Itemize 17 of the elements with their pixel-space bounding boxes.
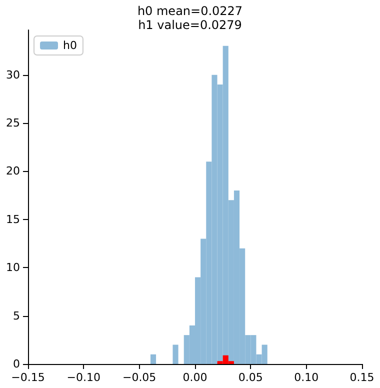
y-tick-label: 20 [6,164,20,178]
chart-title: h0 mean=0.0227 [137,4,243,18]
y-tick-label: 25 [6,116,20,130]
y-tick-label: 10 [6,261,20,274]
x-tick-label: 0.15 [350,371,374,384]
y-tick-label: 5 [13,309,20,322]
chart-subtitle: h1 value=0.0279 [138,18,242,32]
y-tick-label: 30 [6,68,20,82]
legend-label: h0 [63,39,77,52]
y-tick-label: 15 [6,212,20,226]
x-tick-label: 0.05 [238,371,263,384]
x-tick-label: 0.00 [182,371,208,384]
y-tick-label: 0 [13,358,20,370]
x-tick-label: −0.15 [11,371,45,384]
x-tick-label: 0.10 [294,371,319,384]
x-tick-label: −0.10 [66,371,101,384]
x-tick-label: −0.05 [122,371,156,384]
